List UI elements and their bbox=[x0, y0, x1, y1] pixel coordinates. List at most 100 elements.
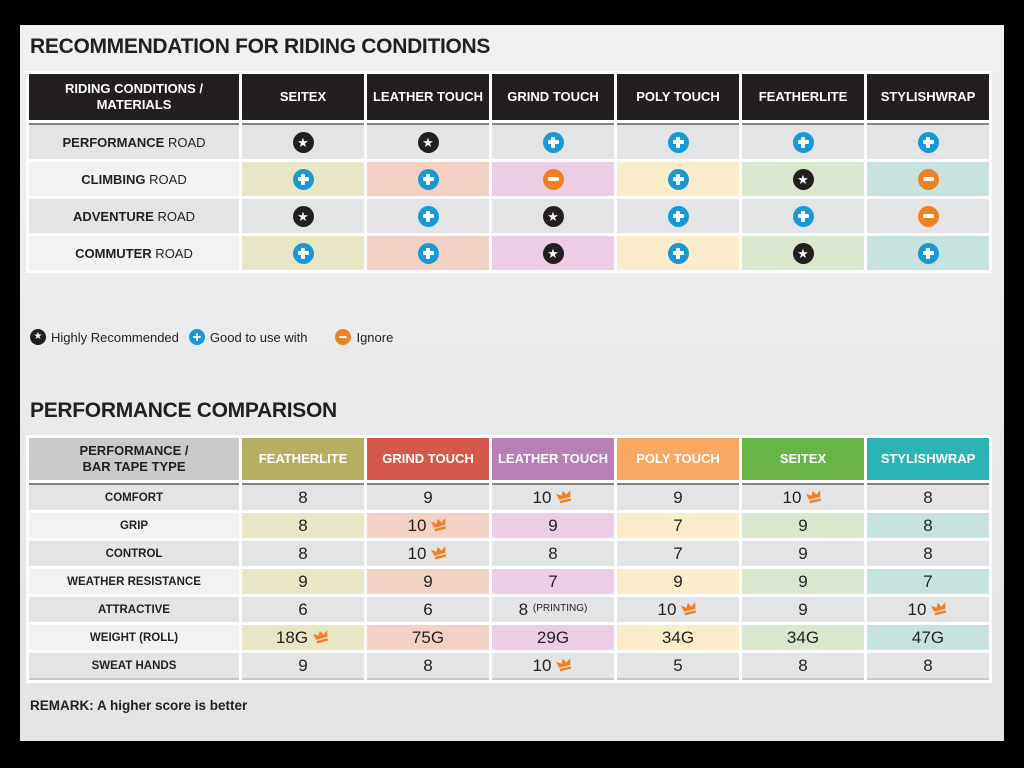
legend-item-ignore: Ignore bbox=[335, 329, 393, 345]
row-label: CLIMBING ROAD bbox=[29, 162, 239, 196]
score-cell: 8 bbox=[867, 513, 989, 538]
score-cell: 7 bbox=[617, 541, 739, 566]
table-row: COMMUTER ROAD bbox=[29, 236, 989, 270]
score-cell: 8 bbox=[492, 541, 614, 566]
plus-icon bbox=[417, 205, 439, 227]
rating-cell bbox=[242, 199, 364, 233]
rating-cell bbox=[617, 162, 739, 196]
plus-icon bbox=[292, 168, 314, 190]
legend-item-good-to-use-with: Good to use with bbox=[188, 329, 308, 345]
score-value: 34G bbox=[661, 627, 695, 647]
rating-cell bbox=[867, 236, 989, 270]
score-cell: 5 bbox=[617, 653, 739, 680]
score-value: 6 bbox=[423, 599, 433, 619]
score-value: 8 bbox=[518, 599, 529, 619]
rating-cell bbox=[367, 123, 489, 159]
legend-label: Highly Recommended bbox=[51, 329, 179, 345]
column-header: LEATHER TOUCH bbox=[492, 438, 614, 480]
legend-label: Ignore bbox=[356, 329, 394, 345]
performance-comparison-corner-header: PERFORMANCE / BAR TAPE TYPE bbox=[29, 438, 239, 480]
table-row: ADVENTURE ROAD bbox=[29, 199, 989, 233]
score-value: 10 bbox=[532, 487, 552, 507]
plus-icon bbox=[667, 131, 689, 153]
star-icon bbox=[417, 131, 439, 153]
star-icon bbox=[542, 242, 564, 264]
rating-cell bbox=[492, 199, 614, 233]
star-icon bbox=[30, 329, 46, 345]
rating-cell bbox=[742, 123, 864, 159]
riding-conditions-header-row: RIDING CONDITIONS / MATERIALS SEITEX LEAT… bbox=[29, 74, 989, 120]
table-row: CLIMBING ROAD bbox=[29, 162, 989, 196]
score-value: 9 bbox=[298, 655, 308, 675]
row-label: ADVENTURE ROAD bbox=[29, 199, 239, 233]
plus-icon bbox=[417, 168, 439, 190]
minus-icon bbox=[335, 329, 352, 345]
rating-cell bbox=[242, 123, 364, 159]
rating-cell bbox=[867, 199, 989, 233]
score-value: 7 bbox=[673, 543, 683, 563]
riding-conditions-corner-header: RIDING CONDITIONS / MATERIALS bbox=[29, 74, 239, 120]
score-cell: 8 bbox=[742, 653, 864, 680]
score-value: 8 bbox=[923, 543, 933, 563]
star-icon bbox=[292, 131, 314, 153]
score-value: 75G bbox=[411, 627, 445, 647]
rating-cell bbox=[867, 162, 989, 196]
score-cell: 10 bbox=[617, 597, 739, 622]
score-note: (PRINTING) bbox=[530, 602, 588, 614]
score-cell: 9 bbox=[617, 483, 739, 510]
score-cell: 8 bbox=[867, 653, 989, 680]
score-cell: 8 bbox=[367, 653, 489, 680]
plus-icon bbox=[917, 242, 939, 264]
plus-icon bbox=[667, 168, 689, 190]
score-value: 10 bbox=[407, 515, 427, 535]
score-cell: 7 bbox=[867, 569, 989, 594]
legend-label: Good to use with bbox=[209, 329, 308, 345]
score-cell: 9 bbox=[242, 653, 364, 680]
row-label: COMMUTER ROAD bbox=[29, 236, 239, 270]
column-header: GRIND TOUCH bbox=[367, 438, 489, 480]
score-value: 7 bbox=[673, 515, 683, 535]
score-value: 47G bbox=[911, 627, 945, 647]
score-value: 8 bbox=[548, 543, 558, 563]
score-value: 7 bbox=[923, 571, 933, 591]
rating-cell bbox=[742, 236, 864, 270]
performance-comparison-table: PERFORMANCE / BAR TAPE TYPE FEATHERLITE G… bbox=[26, 435, 992, 683]
score-cell: 10 bbox=[742, 483, 864, 510]
plus-icon bbox=[292, 242, 314, 264]
score-cell: 10 bbox=[492, 653, 614, 680]
score-cell: 10 bbox=[867, 597, 989, 622]
rating-cell bbox=[742, 199, 864, 233]
rating-cell bbox=[617, 236, 739, 270]
score-value: 8 bbox=[923, 515, 933, 535]
crown-icon bbox=[931, 601, 947, 615]
score-cell: 9 bbox=[742, 597, 864, 622]
score-value: 9 bbox=[798, 599, 808, 619]
row-label: COMFORT bbox=[29, 483, 239, 510]
crown-icon bbox=[431, 517, 447, 531]
performance-comparison-title: PERFORMANCE COMPARISON bbox=[30, 399, 337, 422]
riding-conditions-body: PERFORMANCE ROADCLIMBING ROADADVENTURE R… bbox=[29, 123, 989, 270]
rating-cell bbox=[492, 236, 614, 270]
column-header: STYLISHWRAP bbox=[867, 438, 989, 480]
score-value: 8 bbox=[423, 655, 433, 675]
score-value: 34G bbox=[786, 627, 820, 647]
score-value: 9 bbox=[298, 571, 308, 591]
column-header: POLY TOUCH bbox=[617, 74, 739, 120]
minus-icon bbox=[917, 168, 939, 190]
column-header: LEATHER TOUCH bbox=[367, 74, 489, 120]
score-value: 9 bbox=[798, 543, 808, 563]
column-header: FEATHERLITE bbox=[242, 438, 364, 480]
performance-comparison-header-row: PERFORMANCE / BAR TAPE TYPE FEATHERLITE G… bbox=[29, 438, 989, 480]
score-cell: 29G bbox=[492, 625, 614, 650]
row-label: WEATHER RESISTANCE bbox=[29, 569, 239, 594]
score-value: 8 bbox=[298, 543, 308, 563]
rating-cell bbox=[242, 236, 364, 270]
score-cell: 6 bbox=[367, 597, 489, 622]
score-cell: 9 bbox=[242, 569, 364, 594]
score-cell: 9 bbox=[492, 513, 614, 538]
column-header: FEATHERLITE bbox=[742, 74, 864, 120]
crown-icon bbox=[556, 657, 572, 671]
row-label: PERFORMANCE ROAD bbox=[29, 123, 239, 159]
score-value: 10 bbox=[532, 655, 552, 675]
column-header: GRIND TOUCH bbox=[492, 74, 614, 120]
